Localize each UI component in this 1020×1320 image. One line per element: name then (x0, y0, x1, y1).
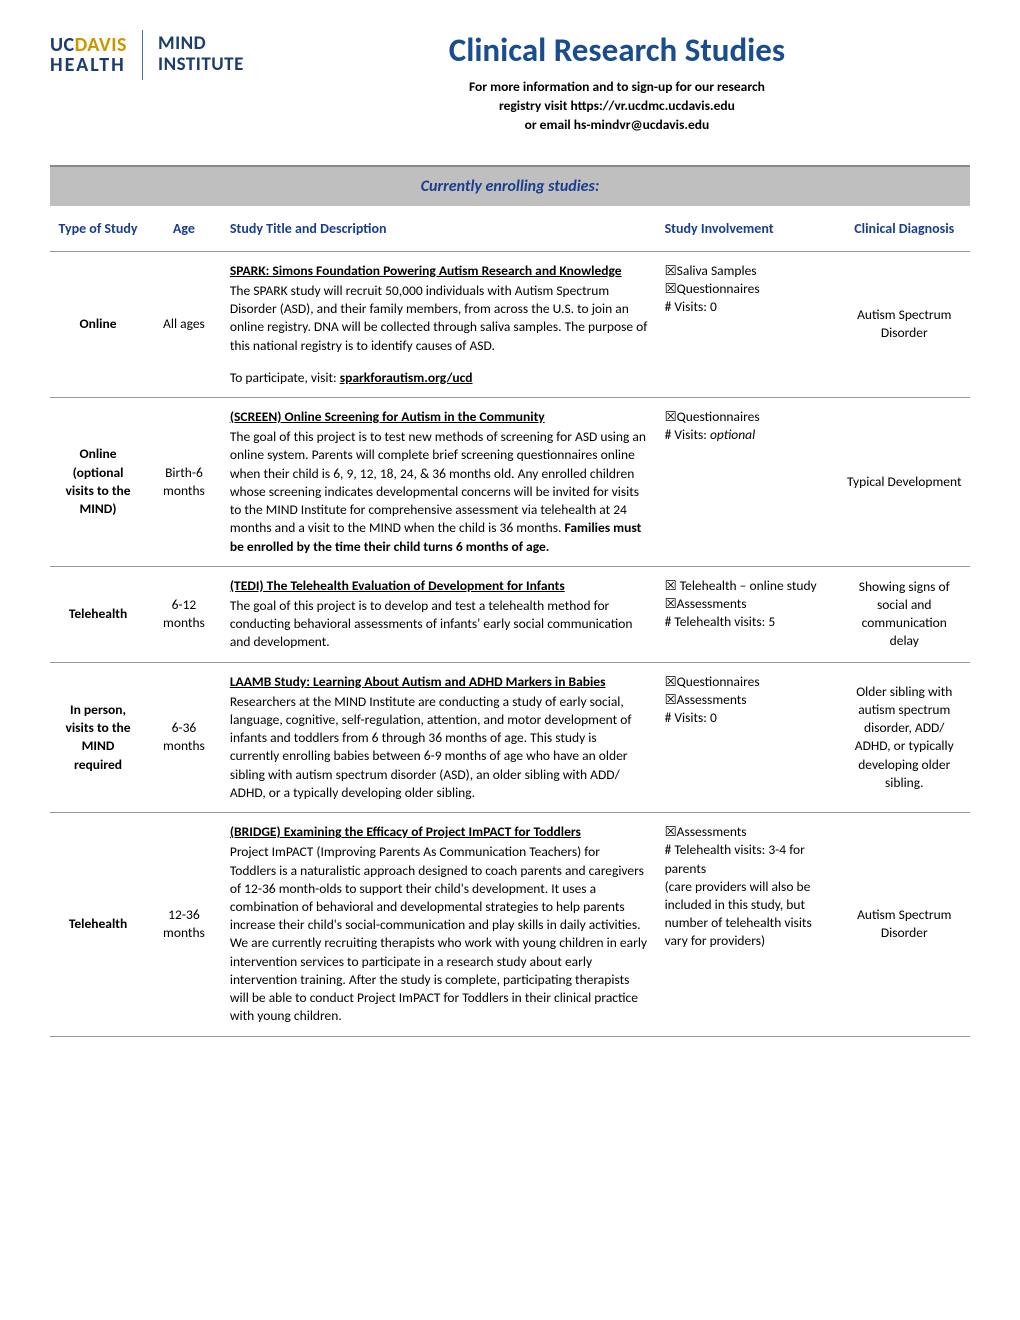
cell-title-desc: (BRIDGE) Examining the Efficacy of Proje… (222, 813, 657, 1036)
cell-title-desc: SPARK: Simons Foundation Powering Autism… (222, 251, 657, 397)
table-row: OnlineAll ages SPARK: Simons Foundation P… (50, 251, 970, 397)
study-description: Project ImPACT (Improving Parents As Com… (230, 843, 649, 1025)
page-title: Clinical Research Studies (264, 30, 970, 70)
col-header-involvement: Study Involvement (657, 206, 839, 252)
cell-involvement: ☒Questionnaires☒Assessments# Visits: 0 (657, 662, 839, 813)
involvement-item: ☒Assessments (665, 595, 831, 613)
involvement-item: ☒Questionnaires (665, 673, 831, 691)
cell-involvement: ☒Saliva Samples☒Questionnaires# Visits: … (657, 251, 839, 397)
study-link[interactable]: sparkforautism.org/ucd (340, 369, 473, 386)
study-description: Researchers at the MIND Institute are co… (230, 693, 649, 802)
study-title: (BRIDGE) Examining the Efficacy of Proje… (230, 823, 581, 840)
cell-diagnosis: Older sibling with autism spectrum disor… (839, 662, 970, 813)
col-header-diagnosis: Clinical Diagnosis (839, 206, 970, 252)
cell-study-type: Online (50, 251, 146, 397)
involvement-item: ☒ Telehealth – online study (665, 577, 831, 595)
involvement-item: # Visits: 0 (665, 709, 831, 727)
col-header-title: Study Title and Description (222, 206, 657, 252)
cell-title-desc: (SCREEN) Online Screening for Autism in … (222, 397, 657, 566)
cell-involvement: ☒Assessments# Telehealth visits: 3-4 for… (657, 813, 839, 1036)
table-header-row: Type of Study Age Study Title and Descri… (50, 206, 970, 252)
logo-mind-line2: INSTITUTE (158, 55, 244, 76)
study-link-line: To participate, visit: sparkforautism.or… (230, 369, 649, 387)
involvement-item: ☒Saliva Samples (665, 262, 831, 280)
involvement-item: ☒Questionnaires (665, 280, 831, 298)
cell-diagnosis: Autism Spectrum Disorder (839, 251, 970, 397)
study-title: (TEDI) The Telehealth Evaluation of Deve… (230, 577, 565, 594)
mind-institute-logo: MIND INSTITUTE (158, 34, 244, 76)
cell-study-type: In person, visits to the MIND required (50, 662, 146, 813)
cell-diagnosis: Showing signs of social and communicatio… (839, 566, 970, 662)
cell-study-type: Online (optional visits to the MIND) (50, 397, 146, 566)
table-row: In person, visits to the MIND required6-… (50, 662, 970, 813)
ucdavis-health-logo: UCDAVIS HEALTH (50, 35, 127, 75)
involvement-item: # Telehealth visits: 5 (665, 613, 831, 631)
cell-age: 6-36 months (146, 662, 222, 813)
involvement-item: ☒Assessments (665, 823, 831, 841)
study-title: SPARK: Simons Foundation Powering Autism… (230, 262, 622, 279)
logo-health: HEALTH (50, 55, 127, 75)
title-block: Clinical Research Studies For more infor… (264, 30, 970, 135)
cell-involvement: ☒Questionnaires# Visits: optional (657, 397, 839, 566)
page-header: UCDAVIS HEALTH MIND INSTITUTE Clinical R… (50, 30, 970, 135)
cell-diagnosis: Typical Development (839, 397, 970, 566)
study-title: LAAMB Study: Learning About Autism and A… (230, 673, 606, 690)
involvement-item: # Visits: optional (665, 426, 831, 444)
involvement-item: ☒Questionnaires (665, 408, 831, 426)
study-description: The SPARK study will recruit 50,000 indi… (230, 282, 649, 355)
col-header-type: Type of Study (50, 206, 146, 252)
cell-study-type: Telehealth (50, 813, 146, 1036)
table-row: Telehealth6-12 months (TEDI) The Teleheal… (50, 566, 970, 662)
table-row: Online (optional visits to the MIND)Birt… (50, 397, 970, 566)
cell-study-type: Telehealth (50, 566, 146, 662)
involvement-item: # Telehealth visits: 3-4 for parents (665, 841, 831, 877)
cell-age: 6-12 months (146, 566, 222, 662)
cell-diagnosis: Autism Spectrum Disorder (839, 813, 970, 1036)
cell-age: Birth-6 months (146, 397, 222, 566)
cell-age: 12-36 months (146, 813, 222, 1036)
page-subtitle: For more information and to sign-up for … (264, 78, 970, 135)
cell-title-desc: LAAMB Study: Learning About Autism and A… (222, 662, 657, 813)
cell-involvement: ☒ Telehealth – online study☒Assessments#… (657, 566, 839, 662)
logo-divider (142, 30, 143, 80)
study-title: (SCREEN) Online Screening for Autism in … (230, 408, 545, 425)
logo-mind-line1: MIND (158, 34, 244, 55)
study-description: The goal of this project is to test new … (230, 428, 649, 556)
cell-title-desc: (TEDI) The Telehealth Evaluation of Deve… (222, 566, 657, 662)
study-description: The goal of this project is to develop a… (230, 597, 649, 652)
involvement-item: ☒Assessments (665, 691, 831, 709)
section-header: Currently enrolling studies: (50, 165, 970, 206)
involvement-item: # Visits: 0 (665, 298, 831, 316)
cell-age: All ages (146, 251, 222, 397)
studies-table: Type of Study Age Study Title and Descri… (50, 206, 970, 1037)
involvement-item: (care providers will also be included in… (665, 878, 831, 951)
table-row: Telehealth12-36 months (BRIDGE) Examining… (50, 813, 970, 1036)
logo-group: UCDAVIS HEALTH MIND INSTITUTE (50, 30, 244, 80)
col-header-age: Age (146, 206, 222, 252)
